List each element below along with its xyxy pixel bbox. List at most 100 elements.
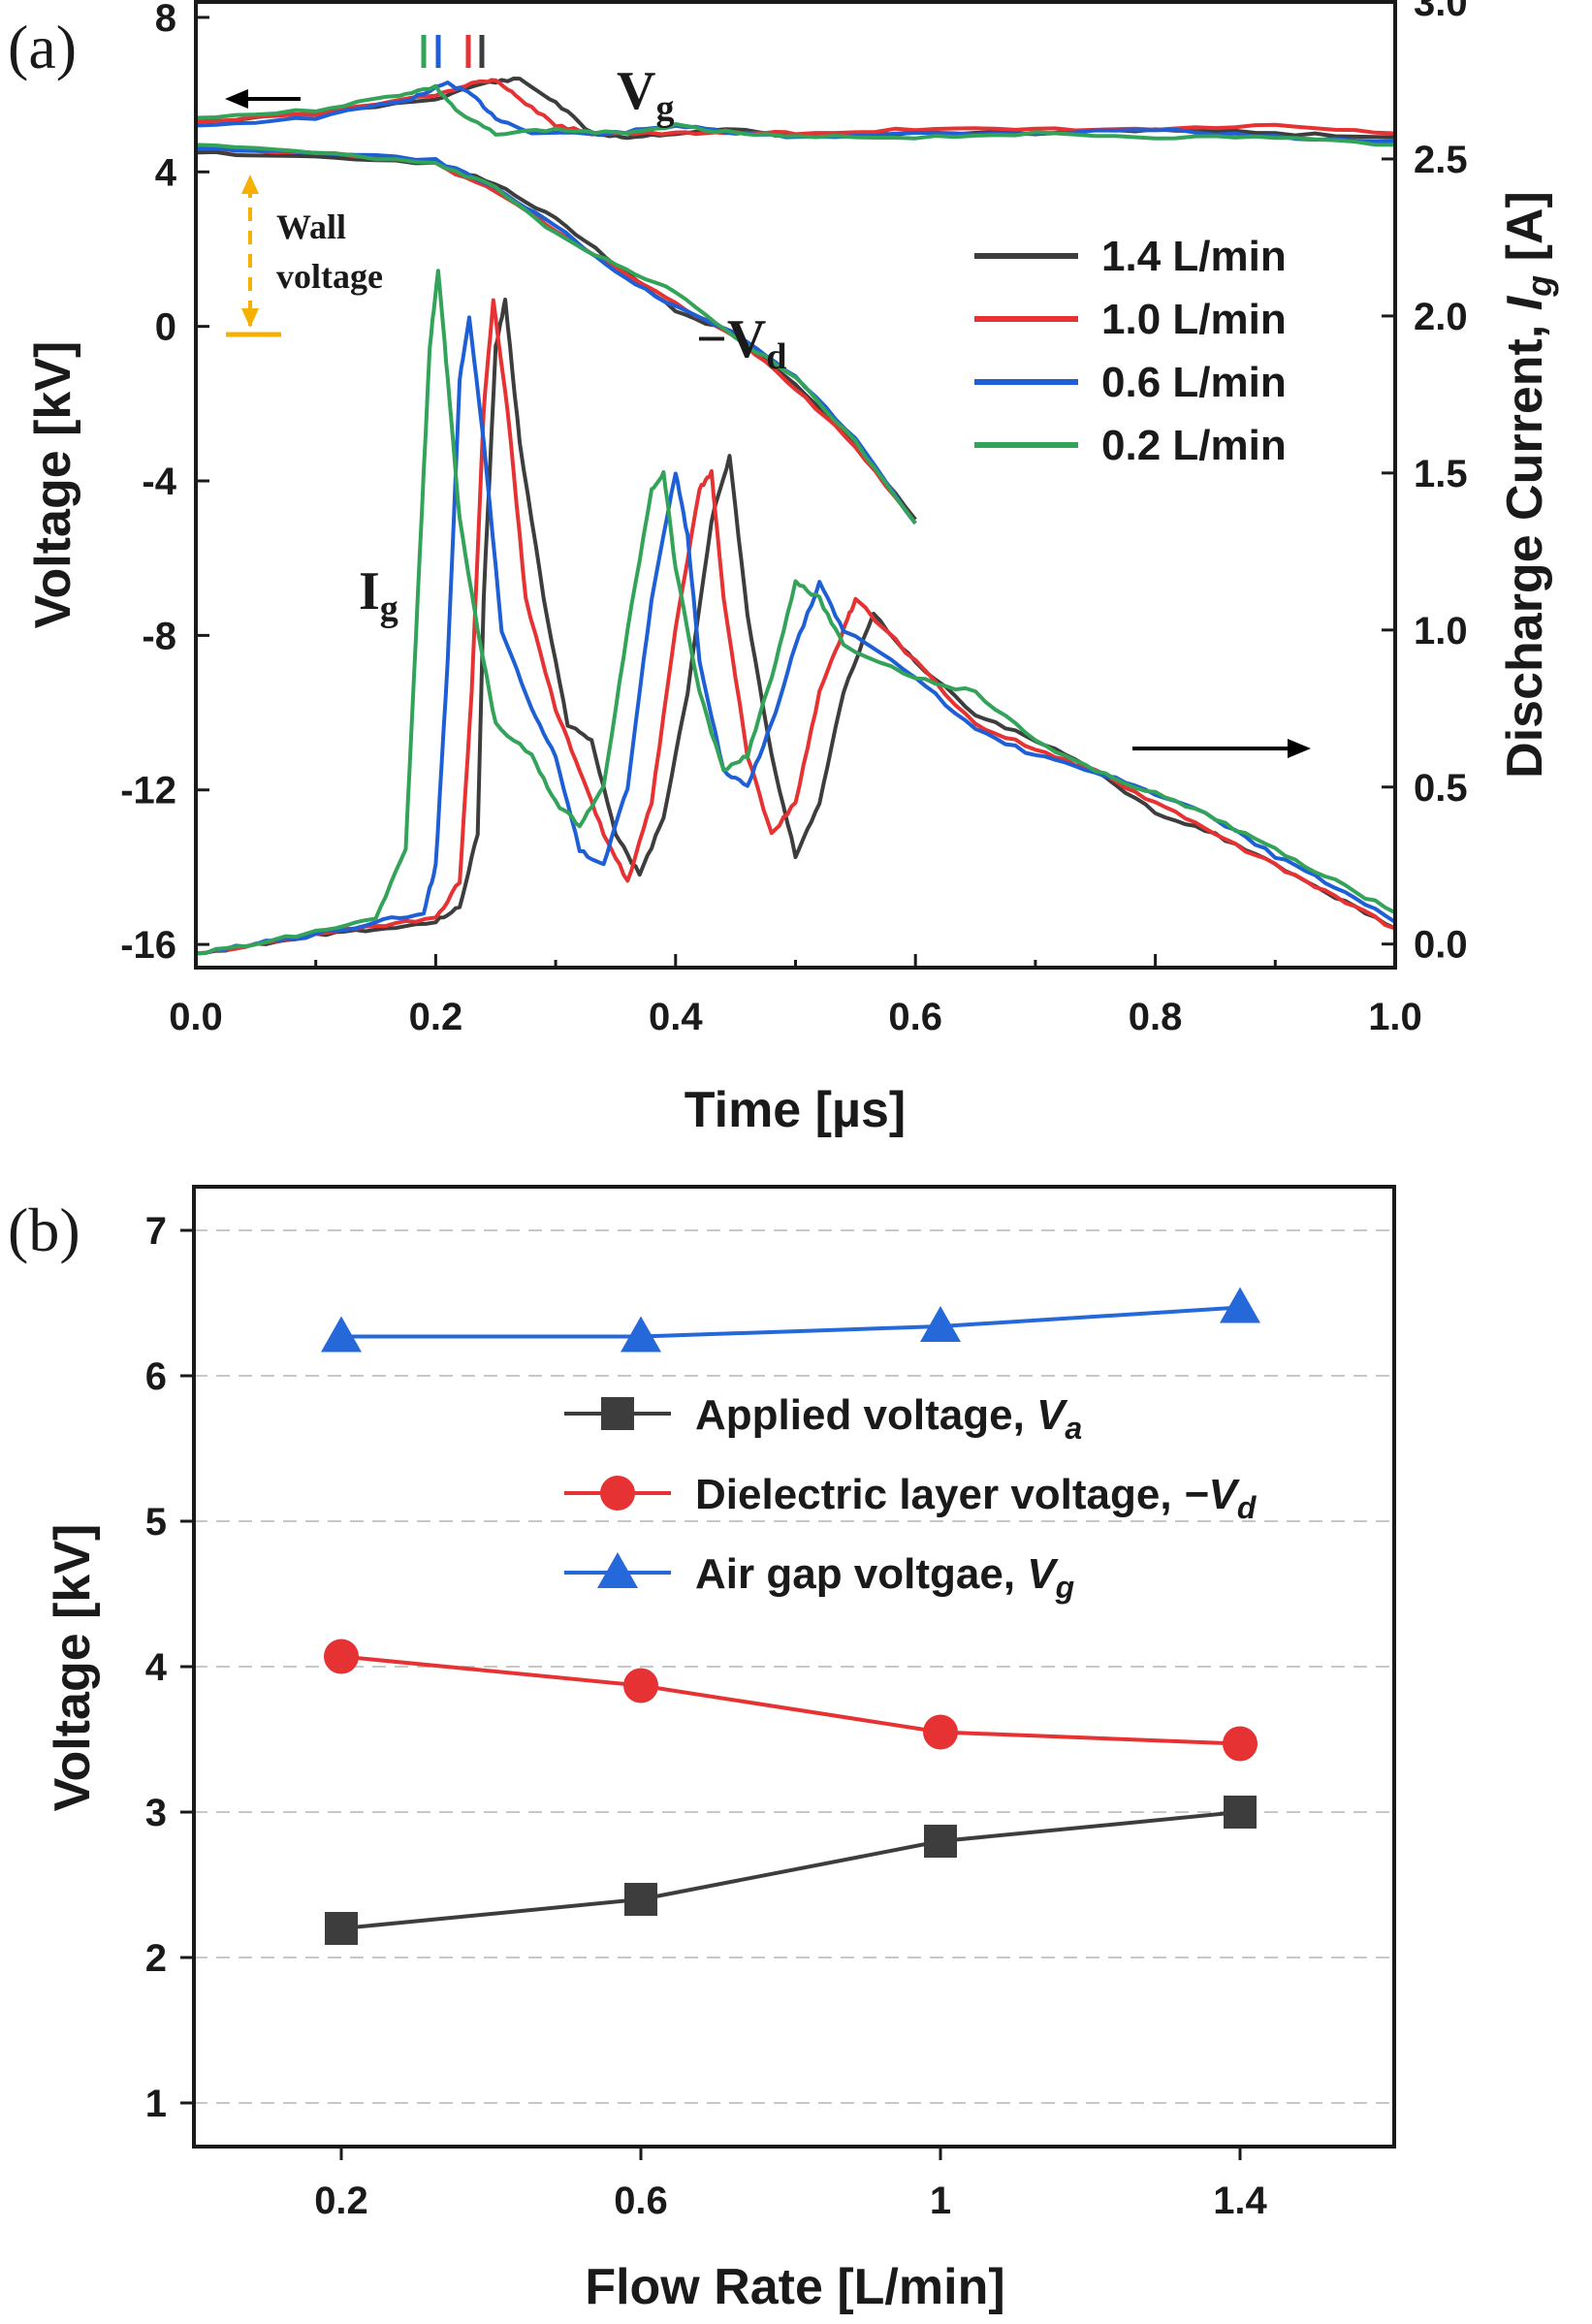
- panel-a-legend: 1.4 L/min 1.0 L/min 0.6 L/min 0.2 L/min: [974, 233, 1287, 469]
- vd-curve-label-sub: d: [766, 336, 786, 377]
- a-right-y-tick-label: 0.5: [1414, 767, 1468, 810]
- a-right-y-tick-label: 2.0: [1414, 296, 1468, 338]
- a-right-y-tick-label: 3.0: [1414, 0, 1468, 24]
- wall-label-line2: voltage: [276, 257, 383, 296]
- b-point-square: [924, 1825, 957, 1858]
- a-x-tick-label: 0.2: [409, 996, 463, 1038]
- vg-curve-label-main: V: [617, 61, 655, 121]
- a-right-y-tick-label: 0.0: [1414, 924, 1468, 967]
- ig-line-1-0-l-min: [196, 298, 1395, 956]
- b-y-tick-label: 2: [145, 1937, 167, 1980]
- b-legend-label-text: Air gap voltgae,: [695, 1550, 1027, 1598]
- a-left-y-tick-label: -16: [120, 924, 176, 967]
- b-legend-marker: [601, 1397, 634, 1430]
- vg-line-0-2-l-min: [196, 83, 1395, 147]
- b-point-square: [1224, 1796, 1257, 1829]
- b-point-circle: [623, 1668, 658, 1703]
- panel-b-gridlines: [194, 1229, 1394, 2104]
- b-legend-label-sub: g: [1055, 1570, 1075, 1605]
- a-left-y-tick-label: 4: [155, 151, 177, 194]
- a-x-tick-label: 0.4: [649, 996, 703, 1038]
- ig-curve-label: Ig: [359, 561, 398, 629]
- b-legend-label-var: −V: [1184, 1471, 1241, 1518]
- ig-line-0-6-l-min: [196, 315, 1395, 956]
- wall-voltage-annotation: Wall voltage: [226, 175, 383, 337]
- b-legend-label-text: Dielectric layer voltage,: [695, 1471, 1184, 1518]
- b-series-line-triangle: [341, 1305, 1241, 1339]
- b-legend-label-var: V: [1036, 1391, 1068, 1439]
- panel-b-y-ticks: 7 6 5 4 3 2 1: [145, 1210, 194, 2125]
- b-y-tick-label: 5: [145, 1501, 167, 1544]
- vg-curve-label-sub: g: [655, 88, 674, 129]
- wall-label-line1: Wall: [276, 207, 346, 246]
- panel-b-x-axis-title: Flow Rate [L/min]: [585, 2259, 1004, 2315]
- a-legend-label: 1.0 L/min: [1101, 296, 1287, 343]
- panel-a-left-y-axis-title: Voltage [kV]: [25, 341, 81, 629]
- b-legend-label-sub: a: [1065, 1411, 1082, 1446]
- panel-a: (a) 0.0 0.2 0.4 0.6 0.8 1.0 8 4 0 -4 -8 -12 -16 3.0…: [8, 0, 1559, 1138]
- b-point-circle: [923, 1714, 958, 1750]
- ig-line-0-2-l-min: [196, 269, 1395, 956]
- a-left-y-tick-label: -8: [142, 615, 176, 657]
- b-y-tick-label: 1: [145, 2083, 167, 2125]
- vg-peak-markers: [421, 35, 485, 68]
- b-y-tick-label: 6: [145, 1355, 167, 1398]
- a-left-y-tick-label: -12: [120, 770, 176, 812]
- panel-a-right-y-ticks: 3.0 2.5 2.0 1.5 1.0 0.5 0.0: [1382, 0, 1468, 967]
- vd-curve-label-main: −V: [696, 309, 766, 369]
- panel-a-plot-frame: [194, 0, 1397, 970]
- a-right-y-tick-label: 1.0: [1414, 610, 1468, 653]
- b-legend-label-sub: d: [1237, 1490, 1258, 1525]
- vd-line-0-2-l-min: [196, 143, 917, 525]
- a-legend-label: 0.2 L/min: [1101, 422, 1287, 469]
- panel-b-x-ticks: 0.2 0.6 1 1.4: [314, 2147, 1268, 2222]
- panel-b-legend: Applied voltage, Va Dielectric layer volt…: [564, 1391, 1258, 1605]
- b-point-square: [325, 1912, 358, 1945]
- panel-a-left-y-ticks: 8 4 0 -4 -8 -12 -16: [120, 0, 209, 967]
- a-x-tick-label: 0.8: [1129, 996, 1183, 1038]
- ig-curve-label-sub: g: [380, 589, 398, 629]
- right-y-title-sub: g: [1519, 275, 1559, 298]
- b-y-tick-label: 7: [145, 1210, 167, 1253]
- b-legend-label-var: V: [1027, 1550, 1059, 1598]
- b-point-triangle: [1220, 1287, 1260, 1323]
- panel-b-y-axis-title: Voltage [kV]: [45, 1524, 101, 1812]
- b-x-tick-label: 0.6: [614, 2180, 668, 2222]
- panel-a-x-ticks: 0.0 0.2 0.4 0.6 0.8 1.0: [169, 954, 1422, 1038]
- panel-a-plot-clip: [196, 77, 1395, 956]
- b-point-circle: [1223, 1726, 1258, 1762]
- a-x-tick-label: 1.0: [1368, 996, 1422, 1038]
- ig-line-1-4-l-min: [196, 297, 1395, 956]
- b-legend-label: Applied voltage, Va: [695, 1391, 1082, 1446]
- b-x-tick-label: 0.2: [314, 2180, 368, 2222]
- a-right-y-tick-label: 1.5: [1414, 453, 1468, 495]
- b-point-circle: [324, 1639, 359, 1674]
- b-series-line-square: [340, 1810, 1241, 1930]
- a-x-tick-label: 0.0: [169, 996, 223, 1038]
- b-x-tick-label: 1: [930, 2180, 951, 2222]
- a-legend-label: 0.6 L/min: [1101, 359, 1287, 406]
- ig-curve-label-main: I: [359, 561, 380, 621]
- b-legend-label: Dielectric layer voltage, −Vd: [695, 1471, 1258, 1525]
- panel-a-label: (a): [8, 13, 77, 81]
- b-legend-label: Air gap voltgae, Vg: [695, 1550, 1074, 1605]
- a-left-y-tick-label: -4: [142, 461, 176, 503]
- panel-a-curves: [196, 77, 1395, 956]
- vg-curve-label: Vg: [617, 61, 674, 129]
- panel-a-right-y-axis-title: Discharge Current, Ig [A]: [1497, 191, 1559, 779]
- a-left-y-tick-label: 8: [155, 0, 176, 40]
- a-x-tick-label: 0.6: [888, 996, 942, 1038]
- panel-b: (b) 0.2 0.6 1 1.4 7 6 5 4 3 2 1 Flow Rate [L/min]…: [8, 1185, 1396, 2315]
- right-axis-arrow: [1132, 739, 1311, 758]
- right-y-title-suffix: [A]: [1497, 191, 1553, 275]
- b-series-line-circle: [340, 1654, 1241, 1746]
- b-x-tick-label: 1.4: [1213, 2180, 1267, 2222]
- b-y-tick-label: 4: [145, 1646, 168, 1689]
- vd-line-0-6-l-min: [196, 146, 917, 525]
- b-y-tick-label: 3: [145, 1792, 167, 1834]
- b-legend-marker: [600, 1476, 635, 1511]
- left-axis-arrow: [225, 89, 301, 109]
- panel-b-curves: [321, 1287, 1260, 1945]
- right-y-title-var: I: [1497, 295, 1553, 310]
